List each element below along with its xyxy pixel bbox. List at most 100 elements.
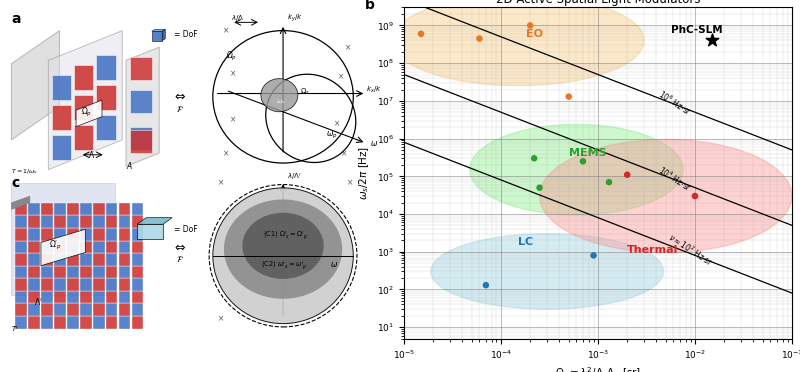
Polygon shape [118,291,130,304]
Polygon shape [131,203,143,215]
Polygon shape [15,291,27,304]
Polygon shape [52,135,71,160]
Polygon shape [54,278,66,291]
Polygon shape [15,228,27,241]
Polygon shape [41,278,53,291]
Text: $\Leftrightarrow$: $\Leftrightarrow$ [172,241,186,254]
X-axis label: $\Omega_s = \lambda^2/\Lambda_x\Lambda_y$ [sr]: $\Omega_s = \lambda^2/\Lambda_x\Lambda_y… [555,366,641,372]
Polygon shape [67,241,78,253]
Text: = DoF: = DoF [174,225,198,234]
Point [577,158,590,164]
Polygon shape [28,266,40,278]
Text: $\omega_p$: $\omega_p$ [326,130,337,141]
Point [528,155,541,161]
Text: $T=1/\omega_s$: $T=1/\omega_s$ [11,167,38,176]
Polygon shape [54,215,66,228]
Text: = DoF: = DoF [174,31,198,39]
Polygon shape [431,234,664,309]
Polygon shape [80,228,91,241]
Polygon shape [15,304,27,316]
Polygon shape [28,304,40,316]
Polygon shape [93,278,105,291]
Polygon shape [106,304,118,316]
Polygon shape [28,291,40,304]
Polygon shape [80,304,91,316]
Polygon shape [28,278,40,291]
Ellipse shape [242,213,324,279]
Polygon shape [67,266,78,278]
Polygon shape [130,57,152,80]
Polygon shape [137,224,163,239]
Polygon shape [106,278,118,291]
Title: 2D Active Spatial Light Modulators: 2D Active Spatial Light Modulators [496,0,700,6]
Polygon shape [67,253,78,266]
Text: $10^6$ Hz$\cdot$sr: $10^6$ Hz$\cdot$sr [656,88,694,118]
Polygon shape [54,228,66,241]
Text: $\Omega_p$: $\Omega_p$ [81,105,92,119]
Polygon shape [118,304,130,316]
Polygon shape [67,304,78,316]
Polygon shape [131,291,143,304]
Polygon shape [118,203,130,215]
Text: PhC-SLM: PhC-SLM [671,25,723,35]
Polygon shape [131,278,143,291]
Polygon shape [74,95,94,120]
Text: $\mathcal{F}$: $\mathcal{F}$ [176,104,184,114]
Polygon shape [93,203,105,215]
Text: $k_x/k$: $k_x/k$ [366,85,382,95]
Text: $\Lambda'$: $\Lambda'$ [34,296,42,307]
Polygon shape [131,253,143,266]
Polygon shape [93,228,105,241]
Polygon shape [80,203,91,215]
Point [587,253,600,259]
Text: a: a [11,12,21,26]
Polygon shape [93,304,105,316]
Polygon shape [470,124,683,215]
Polygon shape [28,203,40,215]
Polygon shape [93,266,105,278]
Polygon shape [28,215,40,228]
Polygon shape [41,316,53,328]
Polygon shape [126,47,159,166]
Polygon shape [41,266,53,278]
Polygon shape [67,278,78,291]
Point [706,38,718,44]
Text: $\times$: $\times$ [333,119,340,128]
Polygon shape [131,215,143,228]
Text: $\Omega_p$: $\Omega_p$ [226,50,237,63]
Polygon shape [15,316,27,328]
Polygon shape [54,266,66,278]
Polygon shape [80,253,91,266]
Text: $\lambda/\Lambda$: $\lambda/\Lambda$ [231,13,245,23]
Polygon shape [118,278,130,291]
Ellipse shape [224,199,342,299]
Polygon shape [152,31,162,41]
Text: $10^4$ Hz$\cdot$sr: $10^4$ Hz$\cdot$sr [656,163,694,194]
Text: $A$: $A$ [126,160,133,171]
Text: (C2) $\omega'_s = \omega'_p$: (C2) $\omega'_s = \omega'_p$ [261,259,307,272]
Polygon shape [67,228,78,241]
Polygon shape [28,228,40,241]
Polygon shape [118,241,130,253]
Ellipse shape [213,188,354,324]
Polygon shape [106,291,118,304]
Polygon shape [80,241,91,253]
Polygon shape [137,218,172,224]
Polygon shape [28,241,40,253]
Polygon shape [67,316,78,328]
Text: $\times$: $\times$ [337,72,344,82]
Polygon shape [93,215,105,228]
Polygon shape [41,229,86,266]
Polygon shape [67,215,78,228]
Text: $\times$: $\times$ [340,148,348,158]
Polygon shape [52,105,71,130]
Polygon shape [41,253,53,266]
Polygon shape [118,316,130,328]
Text: LC: LC [518,237,533,247]
Point [479,282,492,288]
Point [524,22,537,28]
Polygon shape [15,266,27,278]
Polygon shape [54,253,66,266]
Text: $\lambda/\Lambda'$: $\lambda/\Lambda'$ [286,172,302,183]
Polygon shape [106,266,118,278]
